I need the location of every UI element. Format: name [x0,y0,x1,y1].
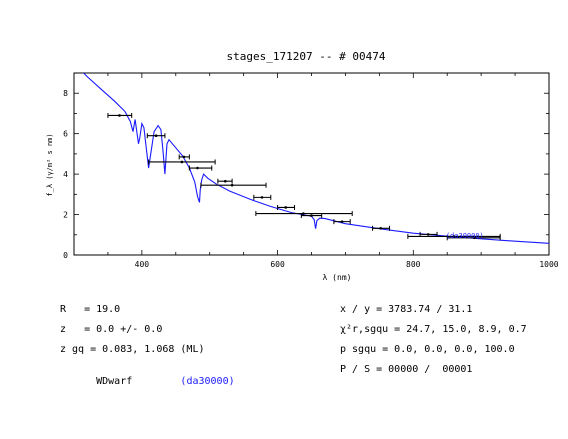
model-spectrum-line [82,73,549,244]
data-point [340,220,344,223]
class-value: (da30000) [180,376,235,387]
y-tick-label: 0 [63,251,68,260]
chart-title: stages_171207 -- # 00474 [227,50,386,63]
info-p: p sgqu = 0.0, 0.0, 0.0, 100.0 [340,344,515,355]
data-point [230,183,234,187]
info-chi2: χ²r,sgqu = 24.7, 15.0, 8.9, 0.7 [340,324,527,335]
data-point [426,233,430,236]
x-tick-label: 800 [406,260,421,269]
plot-area: 400 600 800 1000 0 2 4 6 8 (da30000) [63,72,559,269]
class-label: WDwarf [96,376,133,387]
data-point [224,179,227,183]
info-xy: x / y = 3783.74 / 31.1 [340,304,473,315]
data-point [473,236,476,240]
y-axis-label: f_λ (γ/m² s nm) [46,133,54,196]
data-point [180,160,184,164]
y-tick-label: 2 [63,211,68,220]
info-r: R = 19.0 [60,304,121,315]
y-tick-label: 4 [63,170,68,179]
data-point [118,114,121,117]
info-zgq: z gq = 0.083, 1.068 (ML) [60,344,205,355]
data-point [379,227,383,230]
data-point [284,206,288,209]
info-ps: P / S = 00000 / 00001 [340,364,473,375]
data-point [310,214,313,217]
data-point [452,235,456,238]
y-tick-label: 8 [63,89,68,98]
x-tick-label: 400 [135,260,150,269]
data-point [260,196,264,199]
class-gap [132,376,180,387]
model-label: (da30000) [446,232,484,240]
x-axis-label: λ (nm) [323,273,352,282]
data-point [182,155,186,159]
plot-frame [73,72,550,256]
data-point [154,134,158,137]
x-tick-label: 600 [270,260,285,269]
data-point [196,166,199,170]
data-point [302,212,305,215]
info-class: WDwarf (da30000) [60,364,235,400]
info-z: z = 0.0 +/- 0.0 [60,324,163,335]
x-tick-label: 1000 [539,260,558,269]
y-tick-label: 6 [63,130,68,139]
